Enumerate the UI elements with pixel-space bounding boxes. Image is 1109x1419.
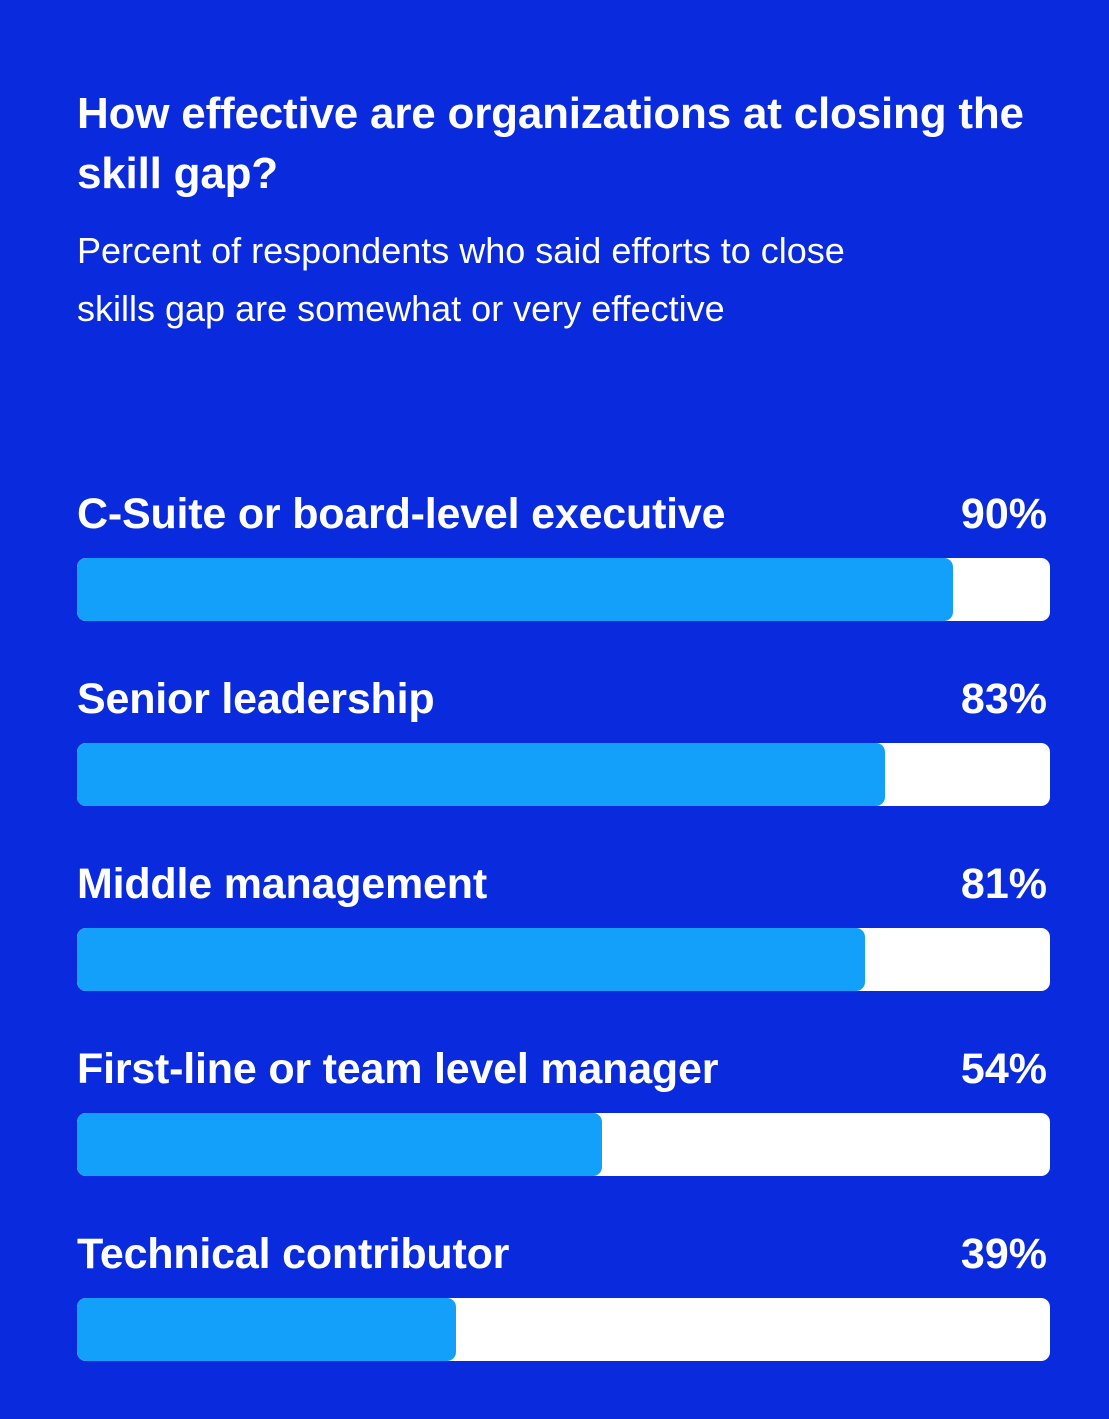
bar-row: C-Suite or board-level executive 90% (77, 484, 1050, 669)
bar (77, 928, 866, 991)
bar-track (77, 743, 1050, 806)
bar-row: Technical contributor 39% (77, 1224, 1050, 1409)
chart-title: How effective are organizations at closi… (77, 89, 1024, 198)
bar-row-header: Senior leadership 83% (77, 669, 1050, 729)
bar-chart: C-Suite or board-level executive 90% Senio… (77, 484, 1050, 1409)
bar (77, 1298, 457, 1361)
value-label: 90% (960, 489, 1047, 538)
value-label: 83% (960, 674, 1047, 723)
bar (77, 743, 885, 806)
bar-row-header: C-Suite or board-level executive 90% (77, 484, 1050, 544)
bar-row-header: Middle management 81% (77, 854, 1050, 914)
bar-row: First-line or team level manager 54% (77, 1039, 1050, 1224)
bar-track (77, 558, 1050, 621)
value-label: 81% (960, 859, 1047, 908)
bar (77, 558, 953, 621)
category-label: Senior leadership (77, 674, 435, 723)
bar-track (77, 1298, 1050, 1361)
category-label: Technical contributor (77, 1229, 510, 1278)
category-label: Middle management (77, 859, 487, 908)
bar-row-header: First-line or team level manager 54% (77, 1039, 1050, 1099)
bar (77, 1113, 603, 1176)
bar-row-header: Technical contributor 39% (77, 1224, 1050, 1284)
bar-row: Senior leadership 83% (77, 669, 1050, 854)
value-label: 39% (960, 1229, 1047, 1278)
chart-subtitle: Percent of respondents who said efforts … (77, 230, 845, 329)
bar-row: Middle management 81% (77, 854, 1050, 1039)
category-label: C-Suite or board-level executive (77, 489, 726, 538)
bar-track (77, 928, 1050, 991)
bar-track (77, 1113, 1050, 1176)
category-label: First-line or team level manager (77, 1044, 719, 1093)
value-label: 54% (960, 1044, 1047, 1093)
